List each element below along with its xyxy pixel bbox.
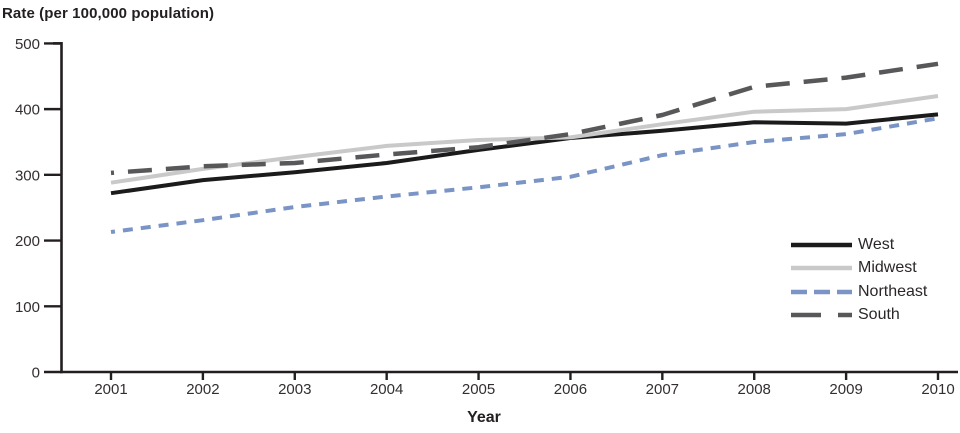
x-tick-label: 2010 [921, 381, 954, 398]
legend-item-northeast: Northeast [791, 280, 927, 304]
y-tick-label: 100 [15, 299, 40, 316]
x-tick-label: 2002 [186, 381, 219, 398]
legend-line-sample-west [791, 242, 852, 247]
y-tick-label: 0 [32, 365, 40, 382]
series-line-south [110, 61, 939, 176]
legend-item-south: South [791, 304, 927, 328]
x-tick-label: 2008 [738, 381, 771, 398]
legend-label-northeast: Northeast [858, 282, 928, 300]
legend-line-sample-midwest [791, 266, 852, 271]
x-tick-label: 2009 [829, 381, 862, 398]
x-axis-title: Year [467, 409, 501, 426]
y-tick-label: 300 [15, 167, 40, 184]
x-tick-label: 2004 [370, 381, 403, 398]
series-line-northeast [110, 116, 939, 234]
legend-item-west: West [791, 233, 927, 257]
legend: West Midwest Northeast South [791, 233, 927, 327]
legend-line-sample-south [791, 313, 852, 318]
legend-label-south: South [858, 306, 900, 324]
legend-item-midwest: Midwest [791, 257, 927, 281]
y-tick-label: 500 [15, 36, 40, 53]
chart-title: Rate (per 100,000 population) [2, 5, 215, 22]
series-line-west [110, 112, 939, 196]
x-tick-label: 2003 [278, 381, 311, 398]
legend-label-midwest: Midwest [858, 259, 917, 277]
x-tick-label: 2001 [94, 381, 127, 398]
y-tick-label: 400 [15, 102, 40, 119]
x-tick-label: 2005 [462, 381, 495, 398]
x-tick-label: 2007 [646, 381, 679, 398]
legend-line-sample-northeast [791, 289, 852, 294]
legend-label-west: West [858, 235, 895, 253]
x-tick-label: 2006 [554, 381, 587, 398]
y-tick-label: 200 [15, 233, 40, 250]
